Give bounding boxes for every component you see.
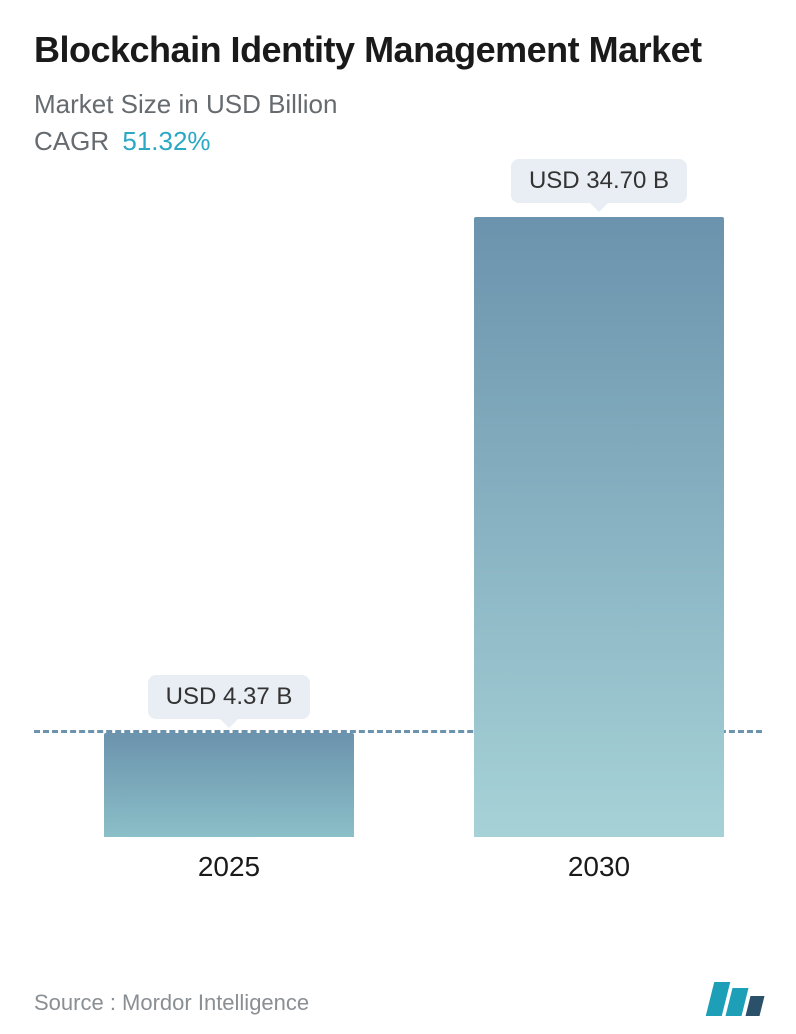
value-badge: USD 4.37 B bbox=[148, 675, 311, 719]
brand-logo-icon bbox=[710, 982, 762, 1016]
bar-group: USD 34.70 B bbox=[474, 159, 724, 837]
bar bbox=[474, 217, 724, 837]
subtitle: Market Size in USD Billion bbox=[34, 89, 762, 120]
cagr-row: CAGR 51.32% bbox=[34, 126, 762, 157]
bar-group: USD 4.37 B bbox=[104, 675, 354, 837]
chart-container: Blockchain Identity Management Market Ma… bbox=[0, 0, 796, 1034]
page-title: Blockchain Identity Management Market bbox=[34, 28, 762, 71]
bar bbox=[104, 733, 354, 837]
source-text: Source : Mordor Intelligence bbox=[34, 990, 309, 1016]
chart-area: USD 4.37 B2025USD 34.70 B2030 bbox=[34, 163, 762, 883]
cagr-label: CAGR bbox=[34, 126, 109, 156]
x-axis-label: 2030 bbox=[474, 851, 724, 883]
value-badge: USD 34.70 B bbox=[511, 159, 687, 203]
cagr-value: 51.32% bbox=[122, 126, 210, 156]
x-axis-label: 2025 bbox=[104, 851, 354, 883]
footer: Source : Mordor Intelligence bbox=[34, 982, 762, 1016]
